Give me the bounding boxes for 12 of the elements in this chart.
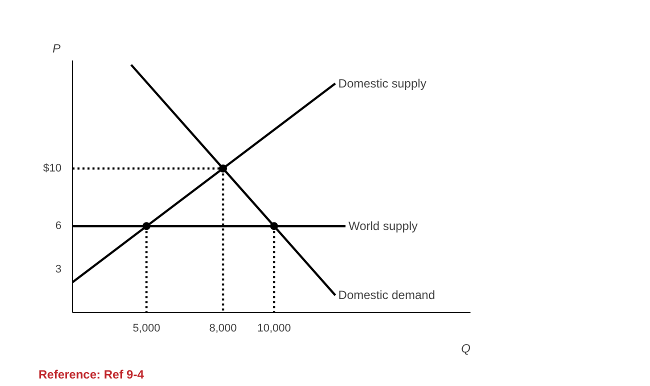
x-tick-label: 10,000: [257, 322, 291, 334]
y-tick-label: 6: [55, 220, 62, 232]
x-tick-label: 5,000: [132, 322, 160, 334]
series-label: Domestic demand: [338, 288, 435, 302]
text: Reference: Ref 9-4: [38, 368, 144, 382]
x-axis-title: Q: [461, 342, 471, 356]
y-tick-label: 3: [55, 263, 62, 276]
y-tick-label: $10: [43, 162, 62, 174]
x-tick-label: 8,000: [209, 322, 237, 334]
series-label: Domestic supply: [338, 76, 426, 91]
y-axis-title: P: [52, 42, 61, 56]
series-label: World supply: [348, 219, 418, 234]
